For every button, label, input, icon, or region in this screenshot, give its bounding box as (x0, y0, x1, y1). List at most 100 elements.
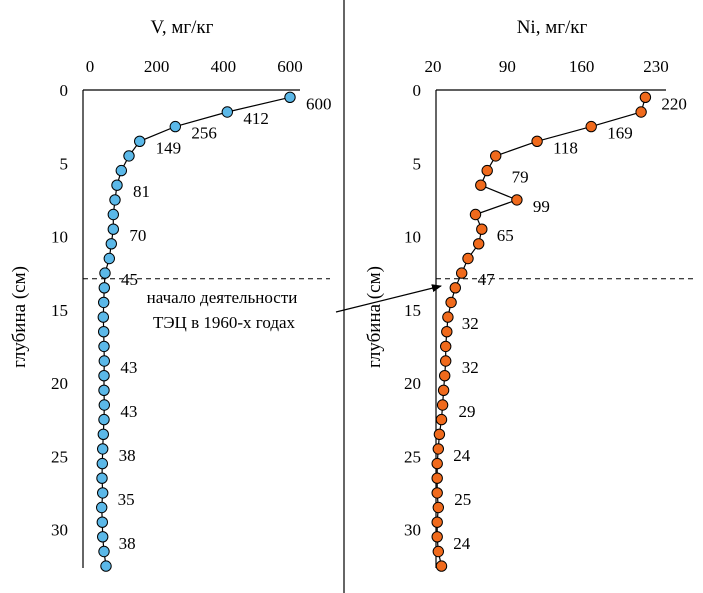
v-data-point (169, 120, 182, 133)
v-data-point (98, 355, 111, 367)
ni-data-point (432, 443, 444, 455)
v-x-tick-label: 600 (277, 57, 303, 76)
ni-data-point (437, 384, 450, 396)
ni-data-point (432, 545, 444, 558)
v-data-point (98, 326, 110, 338)
annotation-line-2: ТЭЦ в 1960-х годах (153, 313, 296, 332)
v-data-label: 43 (120, 402, 137, 421)
v-data-point (97, 428, 110, 440)
v-data-point (97, 443, 109, 455)
ni-data-label: 25 (454, 490, 471, 509)
ni-data-point (511, 194, 523, 206)
v-data-point (107, 208, 120, 221)
ni-data-point (490, 150, 502, 162)
ni-data-point (440, 340, 452, 353)
annotation-background (110, 287, 336, 337)
ni-data-point (456, 267, 468, 279)
v-y-tick-label: 20 (51, 374, 68, 393)
v-data-point (221, 106, 234, 118)
ni-data-point (432, 501, 444, 514)
ni-y-axis-label: глубина (см) (364, 266, 385, 368)
v-data-point (107, 223, 120, 235)
ni-x-tick-label: 230 (643, 57, 669, 76)
ni-data-point (431, 472, 443, 484)
v-data-point (98, 545, 110, 558)
annotation-line-1: начало деятельности (147, 288, 298, 307)
v-data-point (134, 135, 146, 148)
v-data-label: 81 (133, 182, 150, 201)
ni-data-label: 220 (661, 94, 687, 113)
v-y-tick-label: 30 (51, 521, 68, 540)
ni-chart-title: Ni, мг/кг (517, 17, 588, 38)
ni-y-tick-label: 5 (413, 154, 422, 173)
ni-data-point (431, 457, 443, 470)
ni-data-point (435, 560, 448, 572)
v-data-point (98, 296, 110, 309)
annotation-arrow (335, 284, 442, 313)
ni-data-point (431, 531, 443, 543)
ni-data-label: 32 (462, 358, 479, 377)
ni-data-label: 169 (607, 124, 633, 143)
ni-data-label: 99 (533, 197, 550, 216)
ni-data-point (449, 282, 461, 294)
ni-data-label: 65 (497, 226, 514, 245)
ni-data-point (469, 208, 482, 221)
ni-y-tick-label: 15 (404, 301, 421, 320)
v-data-point (98, 384, 110, 396)
ni-data-label: 29 (459, 402, 476, 421)
ni-x-tick-label: 160 (569, 57, 595, 76)
ni-data-point (440, 355, 452, 367)
v-data-point (98, 413, 110, 426)
ni-data-point (442, 311, 454, 323)
v-data-label: 149 (156, 138, 182, 157)
ni-data-point (462, 252, 474, 265)
ni-y-tick-label: 20 (404, 374, 421, 393)
ni-data-point (431, 487, 443, 499)
v-data-point (98, 399, 111, 411)
ni-chart-panel: Ni, мг/кг 20 90 160 230 0 5 10 15 20 25 30 глубина (… (364, 17, 687, 572)
v-data-point (100, 560, 112, 572)
ni-data-point (481, 164, 493, 177)
v-data-point (284, 91, 296, 104)
v-chart-title: V, мг/кг (151, 17, 214, 38)
ni-y-tick-label: 30 (404, 521, 421, 540)
ni-data-point (435, 413, 448, 426)
ni-data-point (475, 179, 487, 191)
v-data-label: 35 (118, 490, 135, 509)
ni-data-label: 79 (512, 168, 529, 187)
ni-data-point (635, 106, 647, 118)
ni-data-label: 24 (453, 446, 471, 465)
ni-data-label: 118 (553, 138, 578, 157)
ni-x-tick-label: 20 (425, 57, 442, 76)
v-x-tick-label: 0 (86, 57, 95, 76)
v-x-tick-label: 400 (211, 57, 237, 76)
v-y-tick-label: 15 (51, 301, 68, 320)
v-data-point (105, 238, 118, 250)
v-data-label: 412 (243, 109, 268, 128)
ni-data-point (531, 135, 543, 148)
v-data-point (97, 531, 109, 543)
ni-data-point (431, 516, 443, 528)
v-y-axis-label: глубина (см) (9, 266, 30, 368)
v-data-point (103, 252, 116, 265)
v-data-point (123, 150, 135, 162)
v-data-label: 38 (119, 446, 136, 465)
v-data-point (98, 282, 111, 294)
v-data-point (96, 501, 108, 514)
v-data-point (96, 472, 108, 484)
v-data-point (96, 516, 109, 528)
v-data-point (98, 370, 110, 382)
ni-y-tick-label: 0 (413, 81, 422, 100)
v-data-point (109, 194, 121, 206)
ni-y-tick-label: 10 (404, 228, 421, 247)
v-data-point (98, 340, 110, 353)
v-data-point (97, 487, 109, 499)
ni-data-point (473, 238, 485, 250)
v-y-tick-label: 0 (60, 81, 69, 100)
ni-data-point (436, 399, 449, 411)
ni-y-tick-label: 25 (404, 447, 421, 466)
v-data-label: 256 (191, 124, 217, 143)
ni-x-tick-label: 90 (499, 57, 516, 76)
v-data-point (97, 311, 110, 323)
